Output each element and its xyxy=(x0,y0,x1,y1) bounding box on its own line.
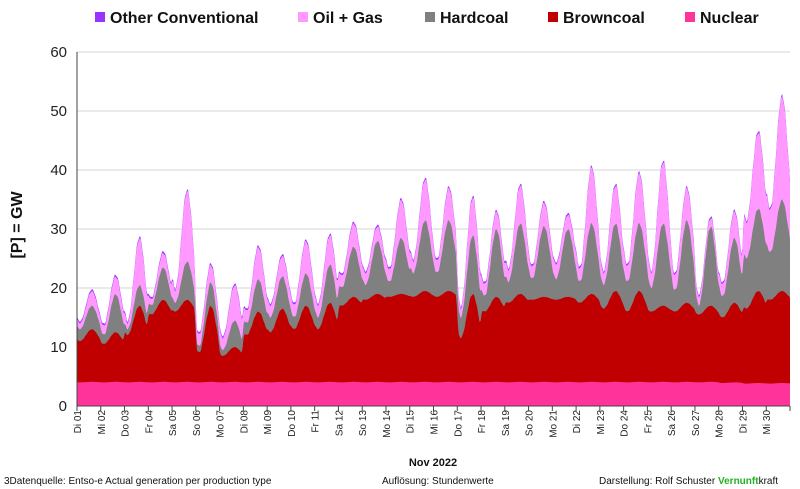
area-nuclear xyxy=(77,381,790,406)
x-tick-label: Mo 07 xyxy=(216,410,227,438)
x-tick-label: Di 01 xyxy=(73,410,84,434)
area-browncoal xyxy=(77,290,790,406)
stacked-areas xyxy=(77,94,790,407)
x-tick-label: Do 24 xyxy=(620,410,631,437)
y-axis-label: [P] = GW xyxy=(9,191,26,259)
x-tick-label: Fr 25 xyxy=(643,410,654,434)
x-tick-label: Do 03 xyxy=(121,410,132,437)
x-tick-label: Do 17 xyxy=(453,410,464,437)
x-tick-label: Sa 05 xyxy=(168,410,179,437)
y-tick-label: 30 xyxy=(50,221,67,238)
footer-brand-green: Vernunft xyxy=(718,476,759,487)
legend-label-browncoal: Browncoal xyxy=(563,10,645,27)
y-tick-label: 20 xyxy=(50,280,67,297)
x-tick-label: Mi 02 xyxy=(97,410,108,435)
legend-swatch-oil-gas xyxy=(298,12,308,22)
x-tick-label: Sa 19 xyxy=(501,410,512,437)
x-tick-label: Do 10 xyxy=(287,410,298,437)
x-tick-label: Di 22 xyxy=(572,410,583,434)
x-tick-label: Fr 18 xyxy=(477,410,488,434)
x-tick-label: So 06 xyxy=(192,410,203,437)
footer-source: 3Datenquelle: Entso-e Actual generation … xyxy=(4,476,272,487)
x-tick-label: Mo 14 xyxy=(382,410,393,438)
x-tick-label: Di 08 xyxy=(239,410,250,434)
x-tick-label: Sa 12 xyxy=(334,410,345,437)
legend-swatch-other-conventional xyxy=(95,12,105,22)
y-tick-label: 0 xyxy=(59,398,67,415)
axes xyxy=(76,52,791,411)
x-tick-label: Mi 16 xyxy=(430,410,441,435)
legend-swatch-nuclear xyxy=(685,12,695,22)
y-tick-label: 60 xyxy=(50,44,67,61)
footer-resolution: Auflösung: Stundenwerte xyxy=(382,476,494,487)
x-tick-label: Mi 09 xyxy=(263,410,274,435)
x-tick-label: Di 15 xyxy=(406,410,417,434)
x-tick-label: Mo 21 xyxy=(548,410,559,438)
legend-label-hardcoal: Hardcoal xyxy=(440,10,508,27)
x-tick-label: Mo 28 xyxy=(715,410,726,438)
x-tick-label: Mi 23 xyxy=(596,410,607,435)
y-tick-labels: 0 10 20 30 40 50 60 xyxy=(50,44,67,415)
y-tick-label: 10 xyxy=(50,339,67,356)
legend-label-oil-gas: Oil + Gas xyxy=(313,10,383,27)
x-tick-label: Fr 11 xyxy=(311,410,322,433)
y-tick-label: 50 xyxy=(50,103,67,120)
y-tick-label: 40 xyxy=(50,162,67,179)
x-axis-label: Nov 2022 xyxy=(409,457,457,469)
x-tick-labels: Di 01 Mi 02 Do 03 Fr 04 Sa 05 So 06 Mo 07 Di 08… xyxy=(73,410,773,438)
x-tick-label: So 20 xyxy=(525,410,536,437)
x-tick-label: Sa 26 xyxy=(667,410,678,437)
x-tick-label: Mi 30 xyxy=(762,410,773,435)
legend-label-other-conventional: Other Conventional xyxy=(110,10,258,27)
footer-author: Darstellung: Rolf Schuster xyxy=(599,476,716,487)
x-tick-label: Fr 04 xyxy=(144,410,155,434)
legend-label-nuclear: Nuclear xyxy=(700,10,759,27)
x-tick-label: Di 29 xyxy=(739,410,750,434)
legend: Other Conventional Oil + Gas Hardcoal Brown… xyxy=(95,10,759,27)
x-tick-label: So 13 xyxy=(358,410,369,437)
x-tick-label: So 27 xyxy=(691,410,702,437)
footer-brand: Vernunftkraft xyxy=(718,476,778,487)
legend-swatch-hardcoal xyxy=(425,12,435,22)
legend-swatch-browncoal xyxy=(548,12,558,22)
footer-brand-rest: kraft xyxy=(759,476,779,487)
